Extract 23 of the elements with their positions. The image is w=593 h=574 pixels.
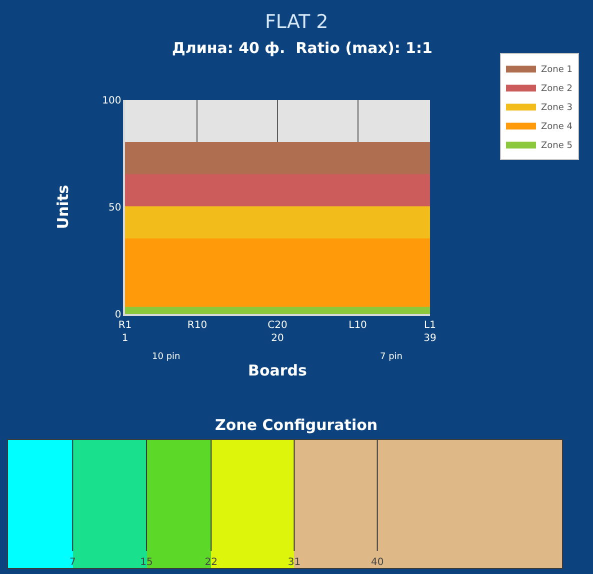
y-tick-label: 100 [102, 96, 122, 106]
bar [8, 440, 73, 568]
legend-label: Zone 1 [541, 65, 572, 76]
legend-label: Zone 4 [541, 122, 573, 132]
y-tick-label: 50 [108, 202, 122, 214]
y-axis-title: Units [54, 184, 72, 230]
x-tick-label: C20 20 [268, 320, 288, 344]
x-tick-label: R1 1 [118, 320, 132, 344]
chart-title: Zone Configuration [215, 416, 378, 434]
x-tick-label: R10 [187, 320, 208, 331]
chart-title: FLAT 2 [265, 11, 328, 33]
text: 7 pin [380, 352, 403, 362]
chart-subtitle: Длина: 40 ф. Ratio (max): 1:1 [172, 39, 432, 57]
x-axis-title: Boards [248, 361, 308, 380]
legend-label: Zone 5 [541, 141, 572, 152]
legend-label: Zone 2 [541, 84, 572, 94]
text: 10 pin [152, 352, 180, 362]
x-tick-label: L10 [348, 320, 367, 331]
y-tick-label: 0 [114, 310, 122, 320]
x-tick-label: 22 [204, 557, 218, 568]
legend-label: Zone 3 [541, 103, 572, 114]
x-tick-label: 40 [370, 557, 384, 568]
x-tick-label: L1 39 [424, 320, 436, 344]
